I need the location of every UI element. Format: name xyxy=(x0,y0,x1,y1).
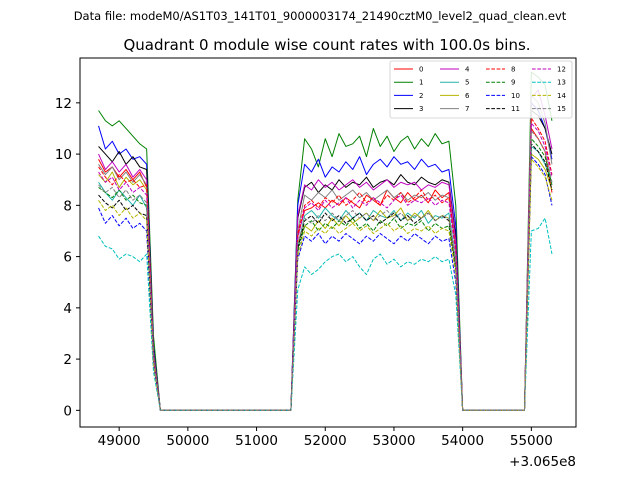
legend-label-1: 1 xyxy=(419,79,423,87)
chart-suptitle: Data file: modeM0/AS1T03_141T01_90000031… xyxy=(74,9,567,23)
x-tick-label: 51000 xyxy=(235,433,278,449)
legend-label-10: 10 xyxy=(511,92,520,100)
legend-label-5: 5 xyxy=(465,79,469,87)
legend-label-7: 7 xyxy=(465,105,469,113)
y-tick-label: 8 xyxy=(63,198,72,214)
legend-frame xyxy=(389,60,573,119)
x-tick-label: 53000 xyxy=(372,433,415,449)
legend-label-4: 4 xyxy=(465,66,470,74)
legend-label-0: 0 xyxy=(419,66,423,74)
x-tick-label: 52000 xyxy=(304,433,347,449)
y-tick-label: 12 xyxy=(55,96,72,112)
y-tick-label: 6 xyxy=(63,250,72,266)
series-line-12 xyxy=(98,122,553,411)
legend-label-14: 14 xyxy=(557,92,566,100)
legend-label-2: 2 xyxy=(419,92,423,100)
plot-area: 49000 50000 51000 52000 53000 54000 55000 0 2 4 6 8… xyxy=(55,57,577,449)
x-tick-label: 55000 xyxy=(510,433,553,449)
x-tick-label: 49000 xyxy=(98,433,141,449)
y-tick-label: 0 xyxy=(63,403,72,419)
legend-label-11: 11 xyxy=(511,105,520,113)
y-tick-label: 10 xyxy=(55,147,72,163)
x-tick-label: 54000 xyxy=(441,433,484,449)
x-offset-label: +3.065e8 xyxy=(509,454,576,470)
legend-label-9: 9 xyxy=(511,79,515,87)
legend-label-12: 12 xyxy=(557,66,566,74)
legend-label-3: 3 xyxy=(419,105,423,113)
legend-label-6: 6 xyxy=(465,92,470,100)
legend-label-15: 15 xyxy=(557,105,566,113)
y-tick-label: 4 xyxy=(63,301,72,317)
y-tick-label: 2 xyxy=(63,352,72,368)
legend-label-13: 13 xyxy=(557,79,566,87)
x-tick-label: 50000 xyxy=(166,433,209,449)
axes-frame xyxy=(79,57,577,428)
series-line-15 xyxy=(98,130,553,411)
chart-title: Quadrant 0 module wise count rates with … xyxy=(123,36,530,54)
legend-label-8: 8 xyxy=(511,66,515,74)
